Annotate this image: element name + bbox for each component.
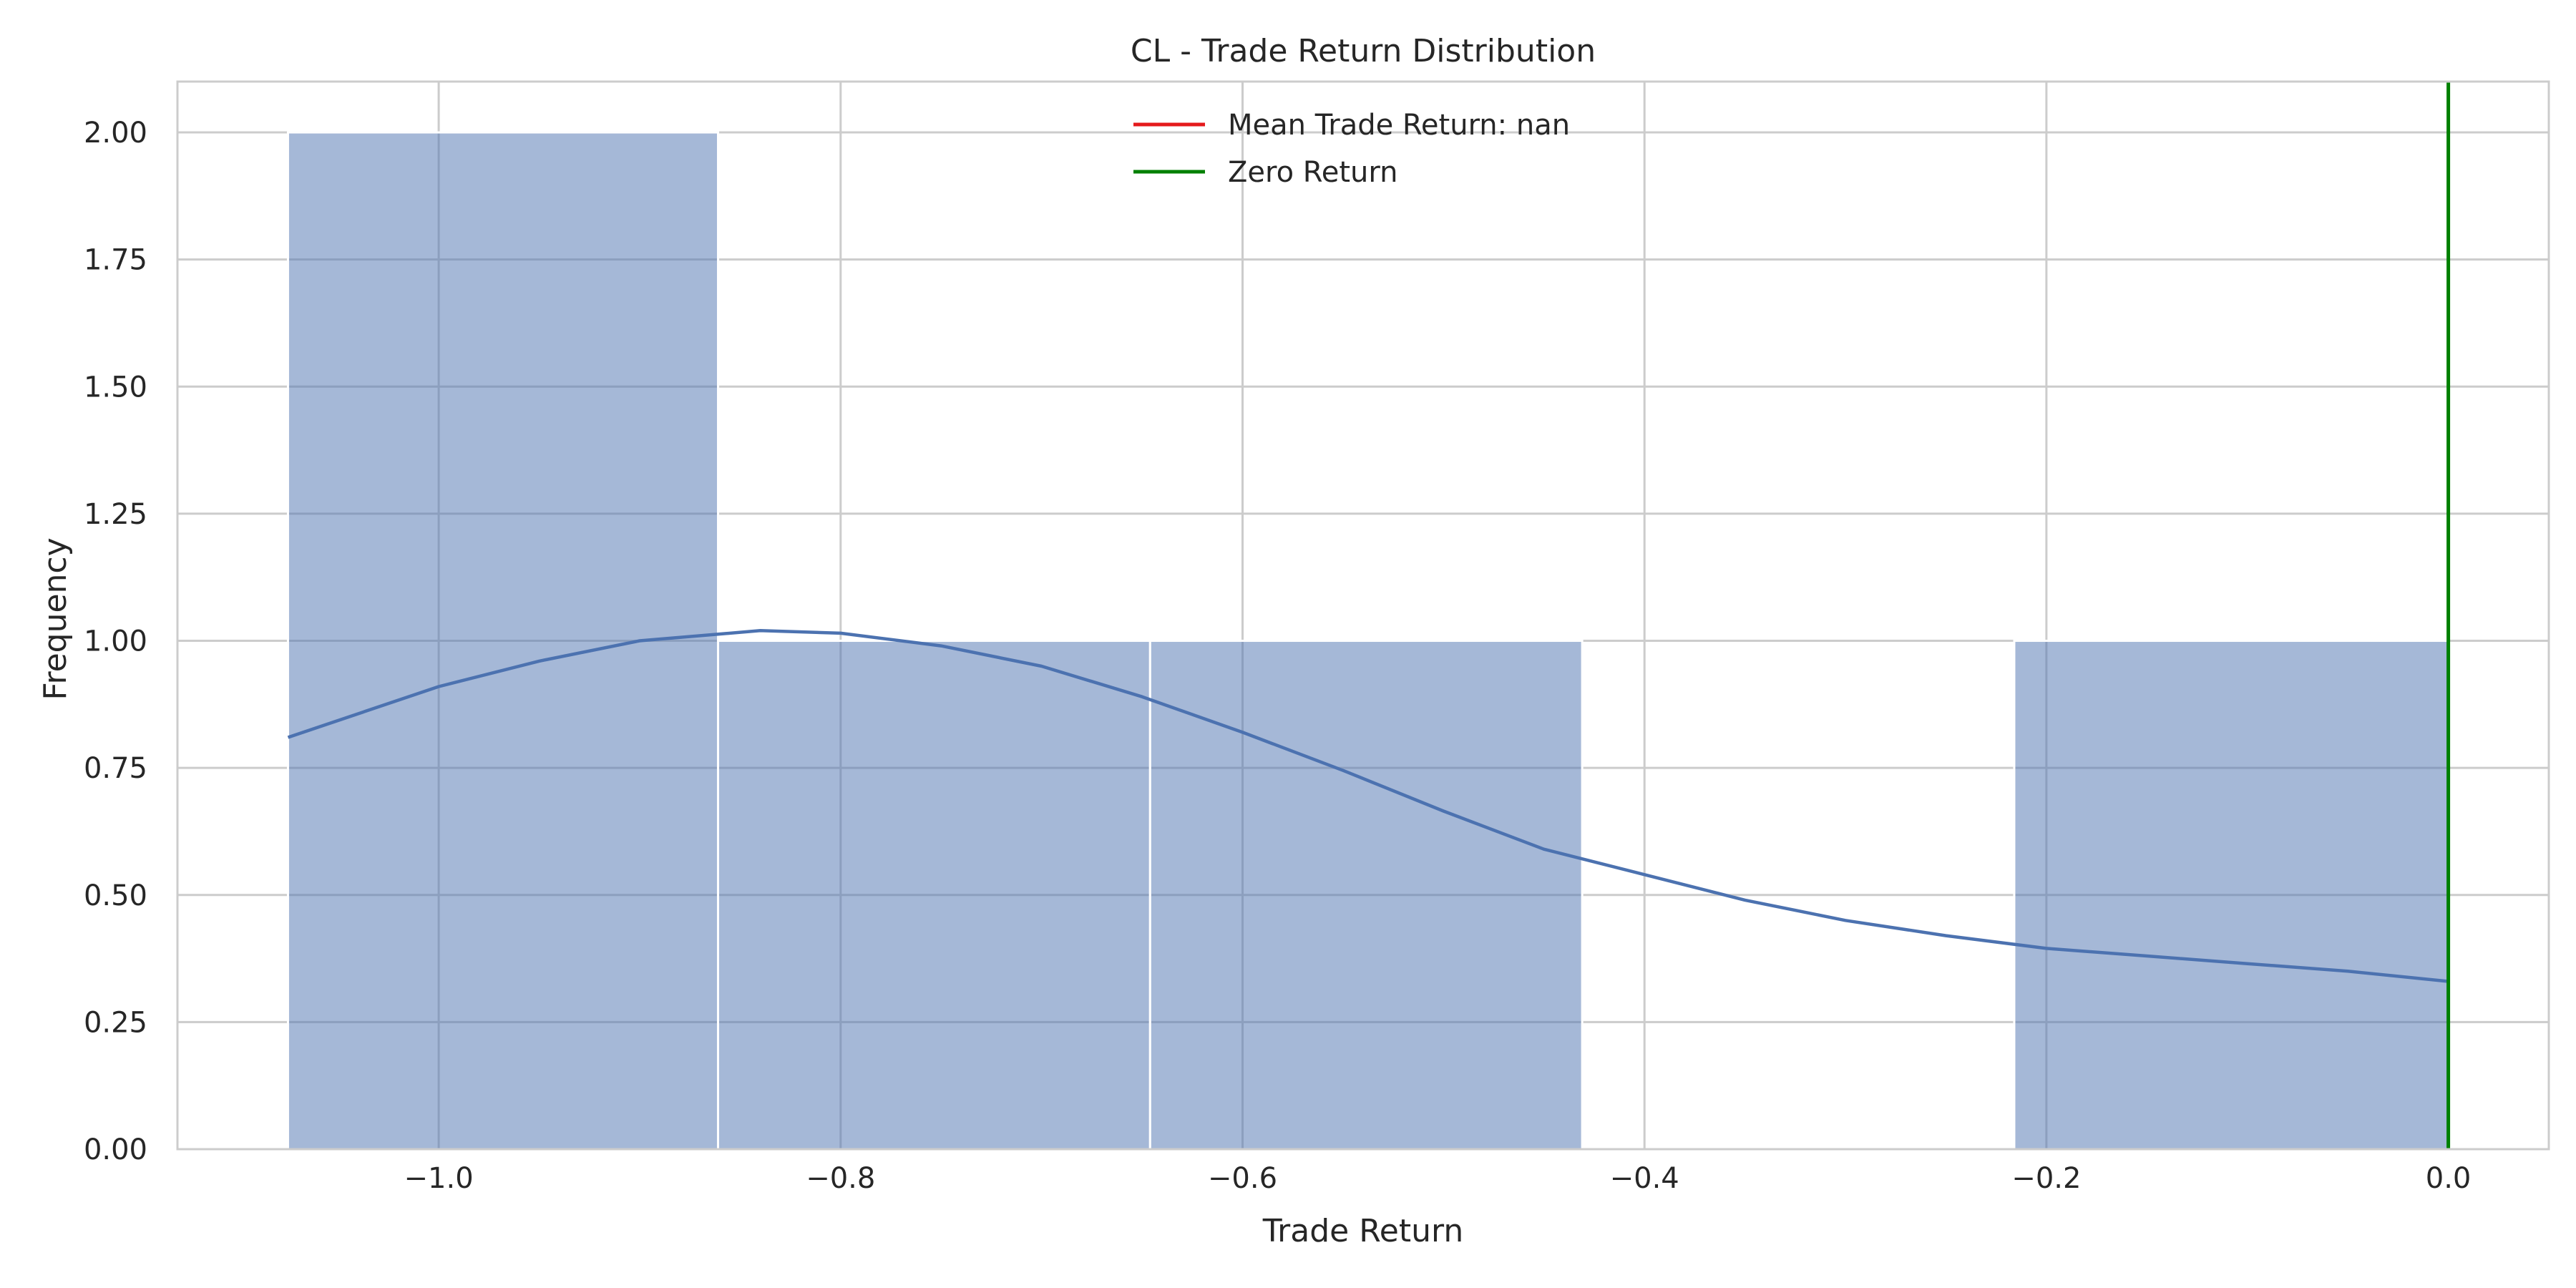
x-tick-label: −0.4: [1610, 1162, 1679, 1195]
plot-frame: [176, 80, 2550, 1151]
y-tick-label: 0.50: [84, 879, 147, 912]
y-tick-label: 0.25: [84, 1006, 147, 1039]
x-tick-label: −0.6: [1208, 1162, 1277, 1195]
y-tick-label: 0.00: [84, 1133, 147, 1166]
x-tick-label: −1.0: [404, 1162, 474, 1195]
y-tick-label: 1.75: [84, 244, 147, 277]
legend-label: Zero Return: [1228, 156, 1398, 189]
x-tick-label: 0.0: [2426, 1162, 2472, 1195]
y-tick-label: 1.50: [84, 371, 147, 404]
x-tick-label: −0.8: [806, 1162, 875, 1195]
histogram-bars: [286, 131, 2450, 1151]
histogram-bar: [716, 640, 1151, 1151]
y-axis-label: Frequency: [37, 537, 74, 700]
y-axis-ticks: 0.00 0.25 0.50 0.75 1.00 1.25 1.50 1.75 2.00: [84, 117, 147, 1166]
y-tick-label: 1.25: [84, 498, 147, 531]
x-tick-label: −0.2: [2011, 1162, 2081, 1195]
kde-line: [287, 629, 2449, 983]
histogram-bar: [1148, 640, 1584, 1151]
y-tick-label: 1.00: [84, 625, 147, 658]
kde-curve: [287, 629, 2449, 983]
chart-title: CL - Trade Return Distribution: [1131, 33, 1596, 69]
x-axis-label: Trade Return: [1262, 1213, 1463, 1249]
legend: Mean Trade Return: nan Zero Return: [1133, 109, 1570, 189]
y-tick-label: 0.75: [84, 752, 147, 785]
histogram-bar: [2013, 640, 2450, 1151]
y-tick-label: 2.00: [84, 117, 147, 150]
x-axis-ticks: −1.0 −0.8 −0.6 −0.4 −0.2 0.0: [404, 1162, 2472, 1195]
legend-label: Mean Trade Return: nan: [1228, 109, 1570, 142]
